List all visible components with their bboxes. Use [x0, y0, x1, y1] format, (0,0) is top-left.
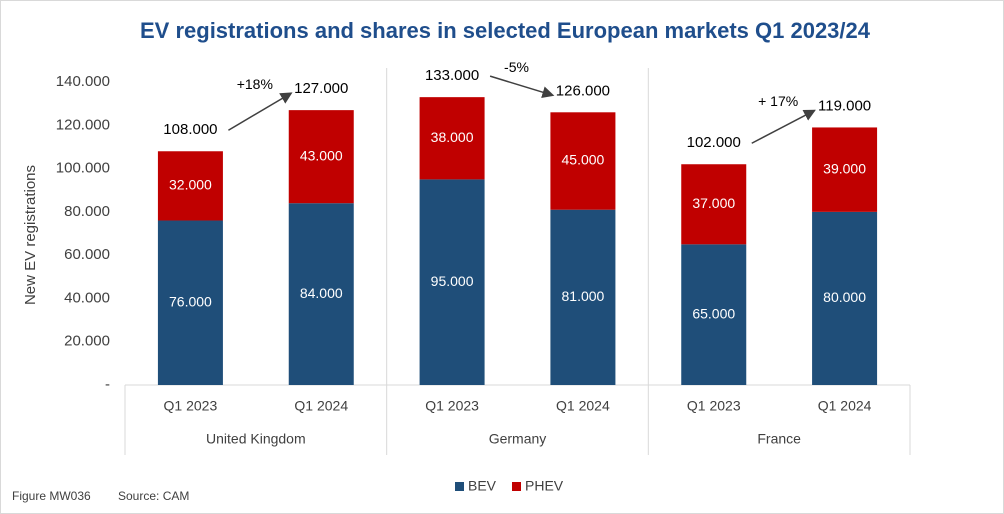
y-axis-label: New EV registrations	[22, 165, 39, 305]
value-label: 43.000	[300, 147, 343, 163]
bar-segment	[550, 112, 616, 210]
y-tick-label: 20.000	[64, 333, 110, 350]
value-label: 39.000	[823, 160, 866, 176]
growth-label: +18%	[237, 76, 273, 92]
value-label: 81.000	[562, 288, 605, 304]
bar-segment	[419, 97, 485, 180]
chart-title: EV registrations and shares in selected …	[140, 18, 871, 43]
group-label: France	[757, 431, 801, 447]
total-label: 102.000	[687, 134, 741, 151]
value-label: 95.000	[431, 273, 474, 289]
y-tick-label: -	[105, 376, 110, 393]
bar-segment	[157, 220, 223, 385]
x-tick-label: Q1 2024	[556, 398, 610, 414]
bar-segment	[812, 127, 878, 212]
figure-label: Figure MW036	[12, 489, 91, 503]
legend-label: PHEV	[525, 478, 564, 494]
growth-label: -5%	[504, 59, 529, 75]
value-label: 80.000	[823, 289, 866, 305]
total-label: 126.000	[556, 82, 610, 99]
legend-label: BEV	[468, 478, 497, 494]
growth-label: + 17%	[758, 93, 798, 109]
group-label: United Kingdom	[206, 431, 306, 447]
y-tick-label: 140.000	[56, 73, 110, 90]
total-label: 119.000	[818, 97, 871, 114]
bar-segment	[812, 211, 878, 385]
legend-swatch	[512, 482, 521, 491]
growth-arrow	[228, 92, 293, 131]
y-tick-label: 60.000	[64, 246, 110, 263]
total-label: 127.000	[294, 80, 348, 97]
value-label: 65.000	[692, 305, 735, 321]
value-label: 76.000	[169, 293, 212, 309]
growth-arrow	[489, 75, 555, 98]
value-label: 38.000	[431, 129, 474, 145]
x-tick-label: Q1 2024	[818, 398, 872, 414]
bar-segment	[157, 151, 223, 221]
total-label: 108.000	[163, 121, 217, 138]
bar-segment	[550, 209, 616, 385]
group-label: Germany	[489, 431, 547, 447]
x-tick-label: Q1 2023	[687, 398, 741, 414]
y-tick-label: 120.000	[56, 116, 110, 133]
x-tick-label: Q1 2023	[164, 398, 218, 414]
x-tick-label: Q1 2024	[294, 398, 348, 414]
legend-swatch	[455, 482, 464, 491]
value-label: 37.000	[692, 195, 735, 211]
x-tick-label: Q1 2023	[425, 398, 479, 414]
value-label: 32.000	[169, 177, 212, 193]
bar-segment	[288, 110, 354, 204]
bar-segment	[681, 244, 747, 385]
y-tick-label: 80.000	[64, 203, 110, 220]
value-label: 45.000	[562, 152, 605, 168]
value-label: 84.000	[300, 285, 343, 301]
bar-segment	[681, 164, 747, 245]
total-label: 133.000	[425, 67, 479, 84]
bar-segment	[288, 203, 354, 385]
growth-arrow	[751, 109, 816, 144]
y-tick-label: 40.000	[64, 289, 110, 306]
y-tick-label: 100.000	[56, 160, 110, 177]
bar-segment	[419, 179, 485, 385]
source-label: Source: CAM	[118, 489, 189, 503]
